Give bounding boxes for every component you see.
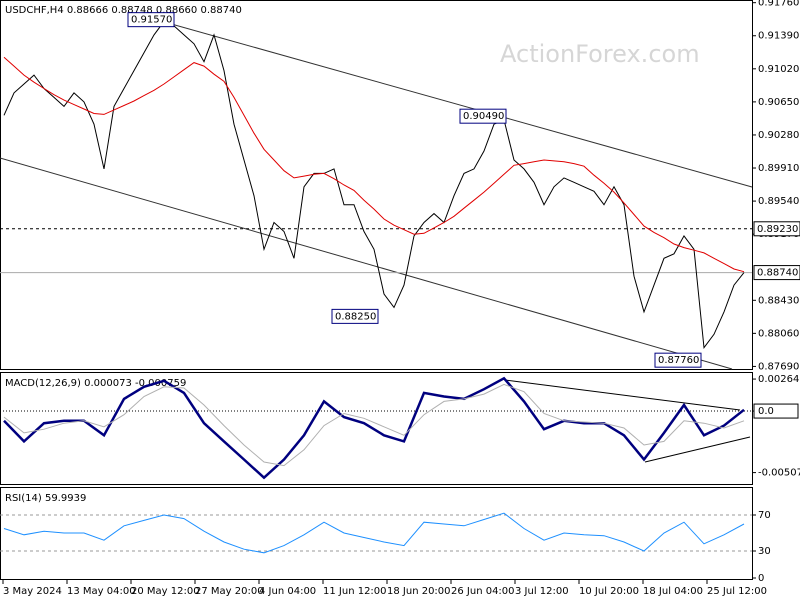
y-tick-label: -0.005077 (758, 468, 800, 479)
macd-panel (0, 372, 753, 485)
macd-trendline (644, 436, 751, 463)
y-tick-label: 0.90280 (758, 130, 799, 141)
y-tick-label: 0.89910 (758, 163, 799, 174)
level-label: 0.89230 (757, 224, 798, 235)
annotation-box (459, 108, 507, 124)
y-tick-label: 0.87690 (758, 361, 799, 372)
y-tick-label: 0.88430 (758, 295, 799, 306)
y-tick-label: 0.91390 (758, 31, 799, 42)
x-tick-label: 27 May 20:00 (195, 586, 264, 597)
channel-lower (0, 157, 733, 370)
annotation-label: 0.88250 (335, 311, 376, 322)
channel-upper (149, 17, 753, 188)
y-tick-label: 30 (758, 546, 771, 557)
y-tick-label: 0 (758, 573, 764, 584)
price-panel (0, 0, 753, 370)
x-tick-label: 18 Jun 20:00 (387, 586, 451, 597)
y-tick-label: 0.91020 (758, 64, 799, 75)
annotation-label: 0.87760 (658, 355, 699, 366)
x-tick-label: 18 Jul 04:00 (643, 586, 703, 597)
y-tick-label: 0.00264 (758, 374, 799, 385)
annotation-box (654, 352, 702, 368)
annotation-label: 0.91570 (131, 15, 172, 26)
x-tick-label: 20 May 12:00 (131, 586, 200, 597)
panel-title: USDCHF,H4 0.88666 0.88748 0.88660 0.8874… (5, 5, 242, 16)
level-box (753, 221, 800, 237)
series-line (3, 383, 745, 467)
x-tick-label: 26 Jun 04:00 (451, 586, 515, 597)
macd-trendline (504, 379, 741, 411)
series-line (3, 56, 745, 273)
watermark: ActionForex.com (500, 40, 700, 68)
x-tick-label: 13 May 04:00 (67, 586, 136, 597)
panel-title: RSI(14) 59.9939 (5, 493, 86, 504)
x-tick-label: 11 Jun 12:00 (323, 586, 387, 597)
y-tick-label: 0.89540 (758, 196, 799, 207)
y-tick-label: 0.91760 (758, 0, 799, 9)
x-tick-label: 3 May 2024 (3, 586, 62, 597)
y-tick-label: 0.90650 (758, 97, 799, 108)
last-price-box (753, 265, 800, 281)
annotation-box (331, 308, 379, 324)
x-tick-label: 3 Jul 12:00 (515, 586, 569, 597)
x-tick-label: 4 Jun 04:00 (259, 586, 316, 597)
last-price-label: 0.88740 (757, 268, 798, 279)
series-line (3, 512, 745, 554)
x-tick-label: 10 Jul 20:00 (579, 586, 639, 597)
y-tick-label: 0.0 (758, 406, 774, 417)
annotation-box (127, 12, 175, 28)
y-tick-label: 70 (758, 510, 771, 521)
annotation-label: 0.90490 (463, 111, 504, 122)
rsi-panel (0, 487, 753, 580)
x-tick-label: 25 Jul 12:00 (707, 586, 767, 597)
series-line (3, 376, 745, 480)
panel-title: MACD(12,26,9) 0.000073 -0.000759 (5, 378, 186, 389)
value-box (753, 403, 799, 419)
y-tick-label: 0.88060 (758, 328, 799, 339)
